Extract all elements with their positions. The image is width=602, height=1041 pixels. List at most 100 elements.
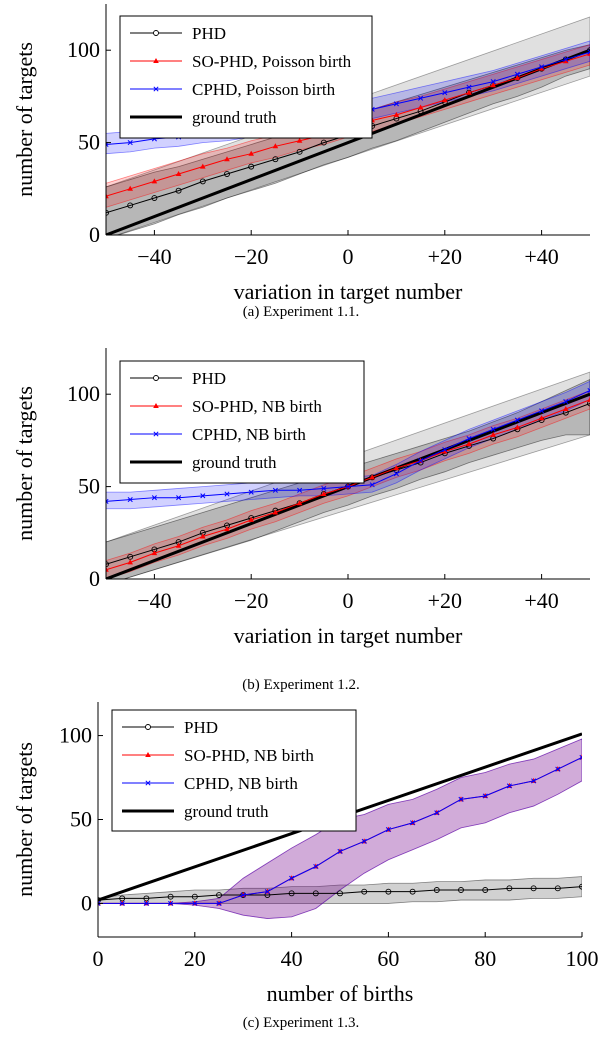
data-point	[321, 485, 327, 492]
data-point	[563, 399, 569, 405]
data-point	[289, 875, 295, 881]
data-point	[409, 888, 416, 895]
y-tick-label: 0	[81, 890, 92, 915]
data-point	[587, 49, 590, 55]
series-line-ground-truth	[106, 48, 590, 235]
x-tick-label: 0	[93, 946, 104, 971]
legend-marker	[145, 724, 151, 730]
data-point	[168, 900, 174, 906]
chart-svg-a: −40 −20 0 +20 +40 0 50 100 variation in target n…	[12, 4, 590, 304]
y-tick-label: 100	[67, 37, 100, 62]
legend-marker	[145, 780, 151, 786]
x-tick-label: −40	[137, 244, 171, 269]
data-point	[175, 171, 182, 177]
data-point	[539, 408, 545, 414]
data-point	[514, 417, 520, 423]
x-tick-label: +40	[524, 244, 558, 269]
data-point	[151, 495, 157, 501]
data-point	[320, 139, 327, 146]
caption-b: (b) Experiment 1.2.	[242, 677, 360, 693]
data-point	[482, 887, 489, 893]
data-point	[393, 101, 399, 107]
data-point	[224, 526, 230, 532]
data-point	[313, 863, 319, 870]
x-tick-label: +40	[524, 588, 558, 613]
data-point	[466, 441, 472, 447]
series-line-0	[98, 886, 582, 901]
data-point	[466, 89, 472, 95]
legend-label: PHD	[184, 718, 218, 737]
data-point	[434, 810, 440, 816]
x-tick-label: 0	[343, 244, 354, 269]
y-tick-label: 0	[89, 222, 100, 247]
data-point	[296, 500, 303, 506]
caption-a: (a) Experiment 1.1.	[242, 304, 360, 320]
legend-marker	[153, 375, 159, 381]
x-tick-label: +20	[428, 588, 462, 613]
legend: PHD SO-PHD, NB birth CPHD, NB birth ground …	[111, 709, 357, 832]
data-point	[433, 887, 440, 893]
data-point	[321, 490, 327, 496]
data-point	[200, 533, 206, 539]
data-point	[106, 566, 109, 572]
data-point	[224, 171, 230, 177]
data-point	[490, 79, 496, 85]
x-tick-label: 60	[377, 946, 399, 971]
legend-marker	[145, 752, 151, 757]
legend-label: PHD	[192, 24, 226, 43]
y-axis-label: number of targets	[12, 386, 37, 541]
data-point	[248, 150, 254, 156]
y-axis-label: number of targets	[12, 742, 37, 897]
data-point	[361, 838, 367, 844]
legend-marker	[153, 30, 159, 36]
x-tick-label: 100	[566, 946, 599, 971]
confidence-band-0	[98, 876, 582, 904]
data-point	[272, 156, 279, 163]
data-point	[191, 893, 198, 900]
x-tick-label: −40	[137, 588, 171, 613]
data-point	[369, 474, 375, 480]
data-point	[312, 890, 319, 897]
legend-label: PHD	[192, 369, 226, 388]
legend-label: SO-PHD, NB birth	[184, 746, 314, 765]
data-point	[555, 766, 561, 772]
data-point	[369, 482, 375, 488]
legend-label: ground truth	[192, 108, 277, 127]
x-tick-label: 40	[281, 946, 303, 971]
data-point	[587, 387, 590, 394]
data-point	[216, 892, 222, 898]
data-point	[296, 148, 303, 155]
data-point	[143, 900, 149, 906]
data-point	[563, 405, 569, 411]
data-point	[514, 74, 521, 80]
data-point	[98, 900, 101, 906]
legend-marker	[153, 403, 159, 408]
data-point	[296, 137, 303, 143]
data-point	[563, 58, 569, 64]
legend-label: ground truth	[192, 453, 277, 472]
data-point	[167, 893, 174, 900]
data-point	[127, 496, 133, 503]
data-point	[127, 553, 134, 560]
data-point	[200, 163, 206, 169]
data-point	[514, 424, 521, 430]
y-tick-label: 50	[78, 130, 100, 155]
data-point	[393, 471, 399, 477]
legend-label: CPHD, Poisson birth	[192, 80, 336, 99]
data-point	[119, 900, 125, 906]
legend-label: ground truth	[184, 802, 269, 821]
data-point	[288, 890, 295, 897]
data-point	[442, 448, 448, 454]
data-point	[442, 90, 448, 96]
data-point	[106, 561, 109, 568]
x-tick-label: 80	[474, 946, 496, 971]
data-point	[531, 778, 537, 784]
chart-svg-b: −40 −20 0 +20 +40 0 50 100 variation in target n…	[12, 348, 590, 648]
data-point	[106, 193, 109, 199]
legend-marker	[153, 58, 159, 63]
data-point	[224, 156, 230, 162]
data-point	[563, 56, 569, 62]
data-point	[506, 885, 513, 892]
x-tick-label: −20	[234, 244, 268, 269]
y-axis-label: number of targets	[12, 42, 37, 197]
